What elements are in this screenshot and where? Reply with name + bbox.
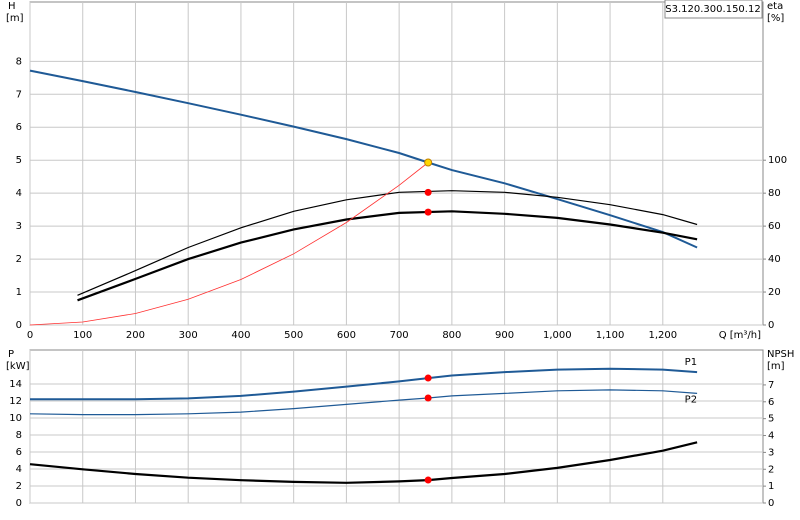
x-tick-label: 1,100 (596, 330, 625, 341)
x-tick-label: 900 (495, 330, 514, 341)
curve (29, 162, 429, 326)
y2-tick-label: 0 (768, 498, 774, 509)
x-tick-label: 1,000 (543, 330, 572, 341)
y-tick-label: 4 (16, 464, 22, 475)
y-tick-label: 2 (16, 481, 22, 492)
id-label: S3.120.300.150.12 (665, 4, 760, 15)
y-tick-label: 10 (9, 413, 22, 424)
y-tick-label: 1 (16, 287, 22, 298)
x-tick-label: 300 (179, 330, 198, 341)
y-axis-unit: [m] (6, 13, 24, 24)
curve (29, 69, 698, 249)
duty-point (424, 374, 432, 382)
duty-point (424, 476, 432, 484)
y-tick-label: 12 (9, 396, 22, 407)
y2-tick-label: 5 (768, 414, 774, 425)
y2-tick-label: 40 (768, 254, 781, 265)
y2-tick-label: 0 (768, 320, 774, 331)
y-tick-label: 4 (16, 188, 22, 199)
duty-point (424, 158, 433, 167)
x-tick-label: 1,200 (648, 330, 677, 341)
x-tick-label: 100 (73, 330, 92, 341)
y-tick-label: 7 (16, 89, 22, 100)
y2-tick-label: 20 (768, 287, 781, 298)
y-tick-label: 6 (16, 447, 22, 458)
curve (77, 190, 698, 296)
curve (77, 210, 698, 302)
x-tick-label: 800 (442, 330, 461, 341)
plot-frame (29, 349, 764, 504)
curve (29, 389, 698, 416)
curve-label: P1 (685, 357, 697, 368)
y2-axis-unit: [m] (767, 361, 785, 372)
y-tick-label: 2 (16, 254, 22, 265)
duty-point (424, 188, 432, 196)
y-tick-label: 8 (16, 430, 22, 441)
y2-axis-label: eta (767, 1, 783, 12)
x-tick-label: 500 (284, 330, 303, 341)
y2-tick-label: 60 (768, 221, 781, 232)
curve-label: P2 (685, 394, 697, 405)
y-tick-label: 3 (16, 221, 22, 232)
y-tick-label: 6 (16, 122, 22, 133)
y-tick-label: 0 (16, 320, 22, 331)
id-box (664, 0, 763, 19)
y2-tick-label: 4 (768, 431, 774, 442)
x-tick-label: 0 (27, 330, 33, 341)
curve (30, 367, 698, 401)
x-tick-label: 700 (390, 330, 409, 341)
y2-tick-label: 7 (768, 380, 774, 391)
x-tick-label: 600 (337, 330, 356, 341)
y2-tick-label: 3 (768, 447, 774, 458)
x-tick-label: 400 (231, 330, 250, 341)
y-tick-label: 5 (16, 155, 22, 166)
x-tick-label: 200 (126, 330, 145, 341)
y-axis-label: P (8, 349, 14, 360)
y2-axis-unit: [%] (767, 13, 784, 24)
y-tick-label: 14 (9, 379, 22, 390)
plot-frame (29, 1, 764, 326)
y-axis-unit: [kW] (6, 361, 30, 372)
x-axis-label: Q [m³/h] (719, 330, 761, 341)
y2-axis-label: NPSH (767, 349, 794, 360)
y2-tick-label: 100 (768, 155, 787, 166)
y-tick-label: 8 (16, 56, 22, 67)
y2-tick-label: 80 (768, 188, 781, 199)
duty-point (424, 208, 432, 216)
y2-tick-label: 2 (768, 464, 774, 475)
curve (29, 441, 698, 484)
y2-tick-label: 1 (768, 481, 774, 492)
y2-tick-label: 6 (768, 397, 774, 408)
y-tick-label: 0 (16, 498, 22, 509)
y-axis-label: H (8, 1, 16, 12)
duty-point (424, 394, 432, 402)
